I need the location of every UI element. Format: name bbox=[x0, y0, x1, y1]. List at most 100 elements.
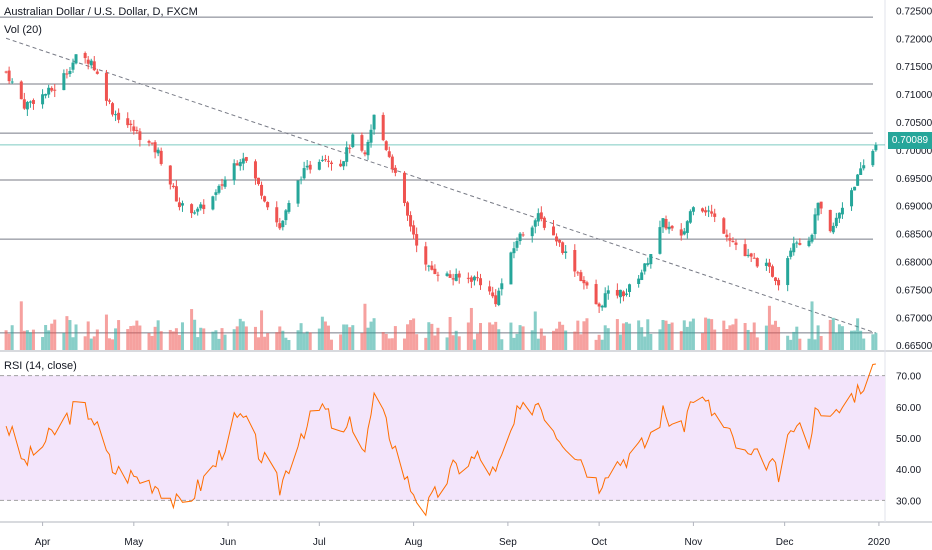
volume-bar bbox=[734, 318, 738, 350]
candle-body bbox=[412, 225, 416, 235]
candle-body bbox=[214, 192, 218, 195]
volume-bar bbox=[770, 324, 774, 350]
candle-body bbox=[393, 167, 397, 173]
candle-body bbox=[342, 161, 346, 167]
volume-bar bbox=[789, 339, 793, 350]
candle-body bbox=[512, 248, 516, 254]
volume-bar bbox=[393, 326, 397, 350]
candle-body bbox=[241, 158, 245, 164]
price-tick-label: 0.70500 bbox=[896, 118, 932, 129]
volume-bar bbox=[387, 338, 391, 350]
candle-body bbox=[138, 131, 142, 140]
time-tick-label: Jul bbox=[313, 537, 326, 548]
volume-indicator-label: Vol (20) bbox=[4, 24, 42, 36]
axis-layer: 0.72500 0.72000 0.71500 0.71000 0.70500 0.700… bbox=[35, 6, 932, 548]
volume-bar bbox=[533, 311, 537, 350]
candle-body bbox=[28, 101, 32, 103]
volume-bar bbox=[515, 333, 519, 350]
candle-body bbox=[834, 217, 838, 227]
volume-bar bbox=[260, 310, 264, 350]
price-tick-label: 0.69500 bbox=[896, 174, 932, 185]
candle-layer bbox=[4, 51, 878, 313]
volume-bar bbox=[618, 334, 622, 350]
candle-body bbox=[296, 180, 300, 204]
candle-body bbox=[777, 279, 781, 286]
candle-body bbox=[193, 212, 197, 214]
candle-body bbox=[704, 210, 708, 213]
candle-body bbox=[126, 118, 130, 126]
volume-bar bbox=[4, 330, 8, 350]
volume-bar bbox=[454, 330, 458, 350]
candle-body bbox=[497, 290, 501, 305]
volume-bar bbox=[606, 328, 610, 350]
candle-body bbox=[177, 202, 181, 208]
rsi-indicator-label: RSI (14, close) bbox=[4, 360, 77, 372]
volume-bar bbox=[150, 335, 154, 350]
volume-bar bbox=[348, 327, 352, 350]
volume-bar bbox=[667, 323, 671, 350]
volume-bar bbox=[323, 321, 327, 350]
candle-body bbox=[840, 207, 844, 215]
volume-bar bbox=[10, 325, 14, 350]
candle-body bbox=[564, 251, 568, 253]
volume-bar bbox=[436, 327, 440, 350]
candle-body bbox=[257, 177, 261, 185]
candle-body bbox=[828, 209, 832, 232]
volume-bar bbox=[494, 321, 498, 350]
candle-body bbox=[132, 126, 136, 131]
volume-bar bbox=[177, 334, 181, 350]
volume-bar bbox=[752, 322, 756, 350]
price-tick-label: 0.66500 bbox=[896, 341, 932, 352]
volume-bar bbox=[360, 333, 364, 350]
volume-bar bbox=[646, 319, 650, 350]
volume-bar bbox=[479, 323, 483, 350]
volume-bar bbox=[390, 338, 394, 350]
volume-bar bbox=[44, 325, 48, 350]
volume-bar bbox=[561, 324, 565, 350]
candle-body bbox=[217, 185, 221, 193]
candle-body bbox=[287, 202, 291, 212]
volume-bar bbox=[174, 328, 178, 350]
candle-body bbox=[22, 99, 26, 109]
volume-bar bbox=[156, 320, 160, 350]
rsi-line bbox=[5, 363, 876, 517]
candle-body bbox=[679, 229, 683, 236]
volume-bar bbox=[138, 325, 142, 350]
volume-bar bbox=[302, 333, 306, 350]
volume-bar bbox=[47, 330, 51, 350]
volume-bar bbox=[704, 317, 708, 350]
volume-bar bbox=[469, 307, 473, 350]
volume-bar bbox=[658, 329, 662, 350]
candle-body bbox=[284, 210, 288, 221]
volume-bar bbox=[275, 332, 279, 350]
trendline bbox=[5, 37, 877, 334]
candle-body bbox=[685, 221, 689, 233]
volume-bar bbox=[384, 333, 388, 350]
volume-bar bbox=[257, 337, 261, 350]
candle-body bbox=[725, 234, 729, 238]
candle-body bbox=[558, 239, 562, 243]
volume-bar bbox=[831, 317, 835, 350]
volume-bar bbox=[320, 316, 324, 350]
volume-bar bbox=[299, 323, 303, 350]
volume-bar bbox=[518, 325, 522, 350]
candle-body bbox=[646, 263, 650, 265]
volume-bar bbox=[31, 329, 35, 350]
price-tick-label: 0.69000 bbox=[896, 202, 932, 213]
volume-bar bbox=[95, 329, 99, 350]
candle-body bbox=[603, 293, 607, 308]
candle-body bbox=[74, 54, 78, 64]
candle-body bbox=[387, 151, 391, 157]
volume-bar bbox=[767, 305, 771, 350]
volume-bar bbox=[585, 318, 589, 350]
candle-body bbox=[792, 243, 796, 253]
candle-body bbox=[436, 274, 440, 276]
candle-body bbox=[561, 242, 565, 253]
rsi-tick-label: 70.00 bbox=[896, 372, 921, 383]
time-tick-label: Jun bbox=[220, 537, 236, 548]
candle-body bbox=[427, 265, 431, 267]
candle-body bbox=[767, 262, 771, 267]
candle-body bbox=[667, 226, 671, 230]
candle-body bbox=[168, 165, 172, 185]
volume-bar bbox=[351, 325, 355, 350]
